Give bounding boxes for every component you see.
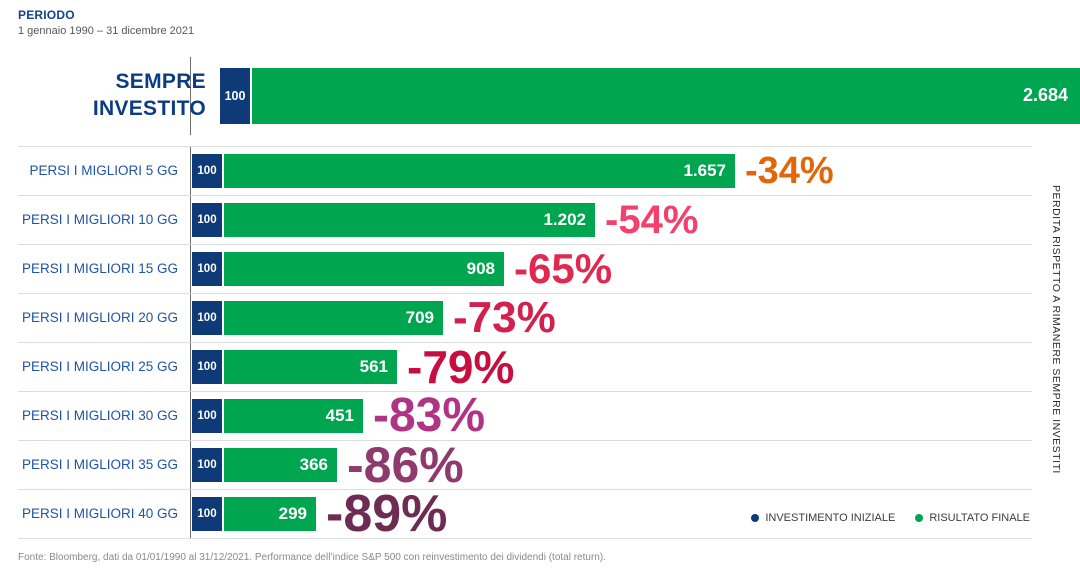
row-persi-migliori: PERSI I MIGLIORI 25 GG 100 561 -79% xyxy=(0,342,1080,391)
row-persi-migliori: PERSI I MIGLIORI 5 GG 100 1.657 -34% xyxy=(0,146,1080,195)
row-persi-migliori: PERSI I MIGLIORI 30 GG 100 451 -83% xyxy=(0,391,1080,440)
loss-percentage: -73% xyxy=(453,292,556,342)
initial-investment-box: 100 xyxy=(192,447,222,482)
initial-investment-box: 100 xyxy=(192,153,222,188)
row-label: PERSI I MIGLIORI 30 GG xyxy=(21,408,178,423)
period-title: PERIODO xyxy=(18,8,75,22)
row-label: PERSI I MIGLIORI 25 GG xyxy=(21,359,178,374)
final-result-bar: 366 xyxy=(224,447,337,482)
legend-label: INVESTIMENTO INIZIALE xyxy=(765,512,896,524)
initial-investment-box: 100 xyxy=(192,202,222,237)
bottom-divider xyxy=(18,538,1032,539)
initial-investment-box: 100 xyxy=(192,398,222,433)
final-result-bar: 908 xyxy=(224,251,504,286)
period-header: PERIODO 1 gennaio 1990 – 31 dicembre 202… xyxy=(18,8,194,37)
final-result-bar: 1.202 xyxy=(224,202,595,237)
final-result-bar: 2.684 xyxy=(252,67,1080,124)
loss-percentage: -54% xyxy=(605,197,699,242)
row-persi-migliori: PERSI I MIGLIORI 35 GG 100 366 -86% xyxy=(0,436,1080,493)
legend: INVESTIMENTO INIZIALE RISULTATO FINALE xyxy=(751,512,1030,524)
legend-item-final: RISULTATO FINALE xyxy=(915,512,1030,524)
legend-dot-blue-icon xyxy=(751,514,760,522)
row-persi-migliori: PERSI I MIGLIORI 15 GG 100 908 -65% xyxy=(0,244,1080,293)
loss-percentage: -86% xyxy=(347,436,464,493)
right-axis-label: PERDITA RISPETTO A RIMANERE SEMPRE INVES… xyxy=(1050,185,1062,474)
final-result-bar: 451 xyxy=(224,398,363,433)
loss-percentage: -34% xyxy=(745,149,834,192)
final-result-bar: 709 xyxy=(224,300,443,335)
axis-line-top xyxy=(190,57,191,135)
legend-dot-green-icon xyxy=(915,514,924,522)
row-label: SEMPRE INVESTITO xyxy=(92,70,206,120)
loss-percentage: -89% xyxy=(326,484,448,543)
loss-percentage: -79% xyxy=(407,340,515,393)
row-label: PERSI I MIGLIORI 5 GG xyxy=(29,163,178,178)
row-persi-migliori: PERSI I MIGLIORI 20 GG 100 709 -73% xyxy=(0,293,1080,342)
loss-percentage: -83% xyxy=(373,388,486,442)
row-label: PERSI I MIGLIORI 10 GG xyxy=(21,212,178,227)
period-date-range: 1 gennaio 1990 – 31 dicembre 2021 xyxy=(18,25,195,37)
loss-percentage: -65% xyxy=(514,244,613,292)
source-note: Fonte: Bloomberg, dati da 01/01/1990 al … xyxy=(18,552,606,563)
initial-investment-box: 100 xyxy=(192,349,222,384)
row-label: PERSI I MIGLIORI 15 GG xyxy=(21,261,178,276)
row-label: PERSI I MIGLIORI 35 GG xyxy=(21,457,178,472)
final-result-bar: 561 xyxy=(224,349,397,384)
row-persi-migliori: PERSI I MIGLIORI 40 GG 100 299 -89% xyxy=(0,484,1080,543)
bar-chart: SEMPRE INVESTITO 100 2.684 PERSI I MIGLI… xyxy=(0,52,1080,543)
final-result-bar: 1.657 xyxy=(224,153,735,188)
initial-investment-box: 100 xyxy=(220,67,250,124)
row-label: PERSI I MIGLIORI 40 GG xyxy=(21,506,178,521)
initial-investment-box: 100 xyxy=(192,251,222,286)
rows-container: PERSI I MIGLIORI 5 GG 100 1.657 -34% PERSI I… xyxy=(0,146,1080,543)
final-result-bar: 299 xyxy=(224,496,316,531)
initial-investment-box: 100 xyxy=(192,496,222,531)
legend-item-initial: INVESTIMENTO INIZIALE xyxy=(751,512,895,524)
legend-label: RISULTATO FINALE xyxy=(929,512,1030,524)
initial-investment-box: 100 xyxy=(192,300,222,335)
row-label: PERSI I MIGLIORI 20 GG xyxy=(21,310,178,325)
row-sempre-investito: SEMPRE INVESTITO 100 2.684 xyxy=(0,52,1080,146)
row-persi-migliori: PERSI I MIGLIORI 10 GG 100 1.202 -54% xyxy=(0,195,1080,244)
